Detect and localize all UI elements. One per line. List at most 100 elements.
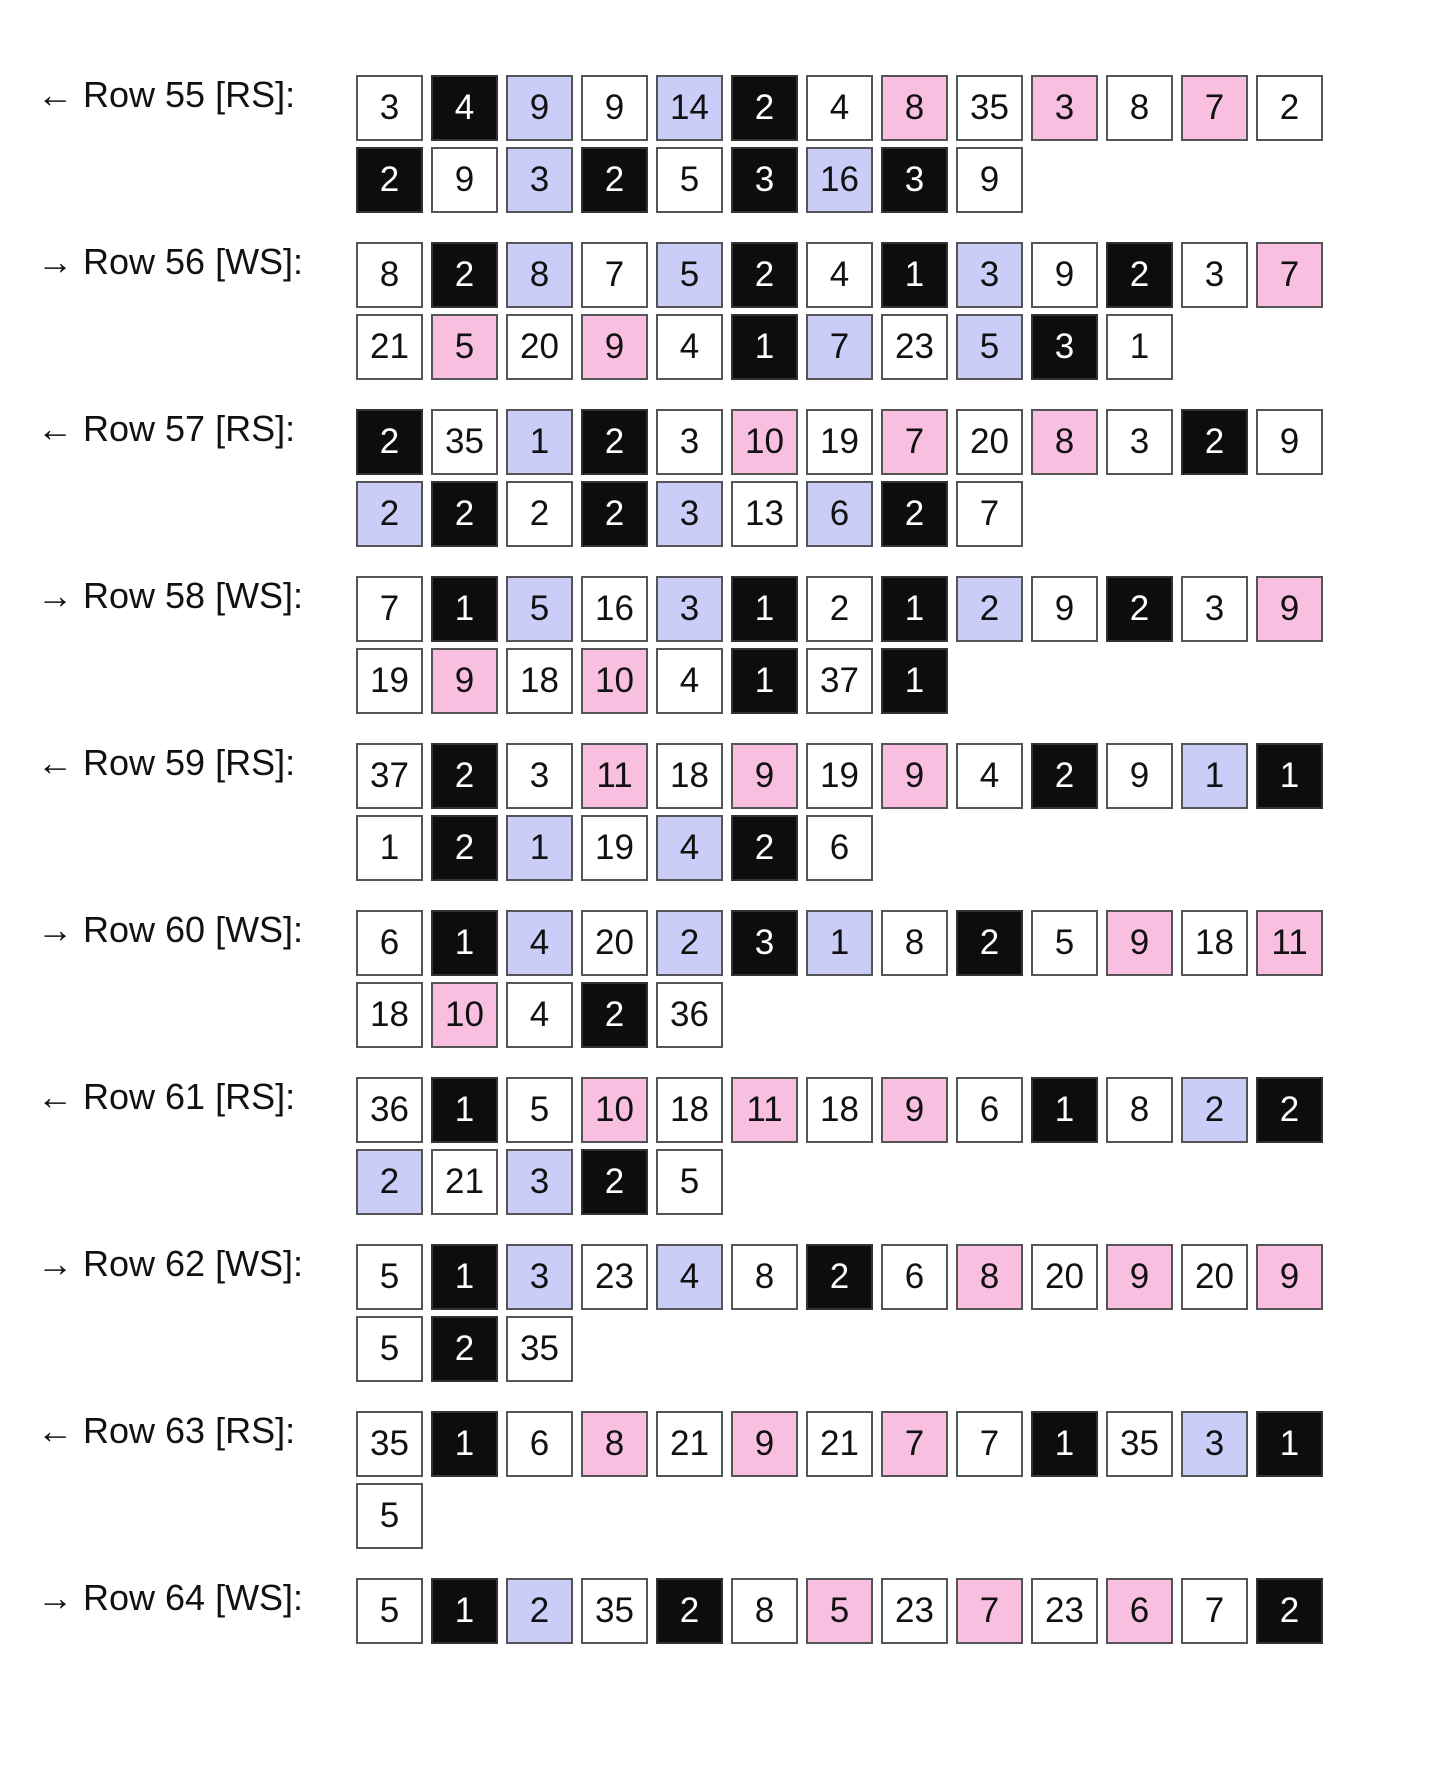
stitch-cell: 16 xyxy=(581,576,648,642)
stitch-cell: 8 xyxy=(356,242,423,308)
stitch-cell: 8 xyxy=(1106,1077,1173,1143)
stitch-cell: 5 xyxy=(356,1483,423,1549)
stitch-cell: 35 xyxy=(581,1578,648,1644)
stitch-cell: 1 xyxy=(431,576,498,642)
stitch-cell: 2 xyxy=(431,481,498,547)
stitch-cell: 2 xyxy=(731,242,798,308)
stitch-cell: 21 xyxy=(806,1411,873,1477)
stitch-cell: 3 xyxy=(1106,409,1173,475)
stitch-cell: 9 xyxy=(431,147,498,213)
stitch-cell: 1 xyxy=(356,815,423,881)
stitch-cells: 35 1 6 8 21 9 21 7 7 1 35 3 1 5 xyxy=(356,1411,1376,1549)
stitch-cell: 20 xyxy=(956,409,1023,475)
stitch-cell: 3 xyxy=(731,147,798,213)
stitch-cell: 7 xyxy=(881,1411,948,1477)
stitch-cell: 23 xyxy=(1031,1578,1098,1644)
stitch-cell: 1 xyxy=(1256,743,1323,809)
stitch-cell: 21 xyxy=(656,1411,723,1477)
row-label: → Row 64 [WS]: xyxy=(37,1577,304,1618)
stitch-cell: 7 xyxy=(806,314,873,380)
stitch-cell: 2 xyxy=(1106,242,1173,308)
stitch-cell: 3 xyxy=(506,743,573,809)
stitch-cell: 1 xyxy=(881,576,948,642)
stitch-cell: 1 xyxy=(431,1077,498,1143)
stitch-cell: 2 xyxy=(1256,75,1323,141)
stitch-cell: 2 xyxy=(956,576,1023,642)
stitch-cell: 2 xyxy=(356,409,423,475)
stitch-cell: 8 xyxy=(881,910,948,976)
stitch-cell: 2 xyxy=(581,147,648,213)
stitch-cells: 3 4 9 9 14 2 4 8 35 3 8 7 2 2 9 3 2 5 3 16 3 9 xyxy=(356,75,1376,213)
stitch-cell: 2 xyxy=(1031,743,1098,809)
stitch-cell: 7 xyxy=(881,409,948,475)
stitch-cell: 1 xyxy=(1181,743,1248,809)
stitch-cell: 9 xyxy=(1256,409,1323,475)
stitch-cell: 19 xyxy=(356,648,423,714)
stitch-cell: 2 xyxy=(356,481,423,547)
stitch-cell: 7 xyxy=(1256,242,1323,308)
row-label: ← Row 55 [RS]: xyxy=(37,74,296,115)
stitch-cell: 35 xyxy=(506,1316,573,1382)
stitch-cell: 37 xyxy=(356,743,423,809)
stitch-cell: 3 xyxy=(1181,576,1248,642)
stitch-cell: 1 xyxy=(806,910,873,976)
stitch-cell: 20 xyxy=(1031,1244,1098,1310)
stitch-cell: 8 xyxy=(881,75,948,141)
stitch-cell: 2 xyxy=(431,815,498,881)
stitch-cell: 1 xyxy=(881,648,948,714)
stitch-cell: 4 xyxy=(656,314,723,380)
stitch-cell: 3 xyxy=(656,481,723,547)
stitch-cell: 1 xyxy=(431,910,498,976)
stitch-cell: 1 xyxy=(431,1578,498,1644)
stitch-cell: 23 xyxy=(881,1578,948,1644)
stitch-cell: 10 xyxy=(581,648,648,714)
stitch-cell: 2 xyxy=(356,147,423,213)
stitch-cell: 18 xyxy=(656,743,723,809)
row-label: ← Row 63 [RS]: xyxy=(37,1410,296,1451)
stitch-cell: 2 xyxy=(731,75,798,141)
stitch-cell: 9 xyxy=(506,75,573,141)
stitch-cell: 1 xyxy=(1256,1411,1323,1477)
stitch-cell: 9 xyxy=(581,75,648,141)
stitch-cell: 2 xyxy=(506,1578,573,1644)
stitch-cell: 21 xyxy=(356,314,423,380)
stitch-cell: 1 xyxy=(1031,1411,1098,1477)
stitch-cell: 5 xyxy=(356,1244,423,1310)
stitch-cell: 11 xyxy=(581,743,648,809)
stitch-cell: 7 xyxy=(956,481,1023,547)
stitch-cell: 1 xyxy=(731,576,798,642)
stitch-cell: 10 xyxy=(731,409,798,475)
stitch-cell: 5 xyxy=(356,1578,423,1644)
stitch-cell: 3 xyxy=(356,75,423,141)
stitch-cell: 9 xyxy=(1031,576,1098,642)
stitch-cell: 20 xyxy=(1181,1244,1248,1310)
stitch-cell: 4 xyxy=(806,242,873,308)
stitch-cell: 8 xyxy=(581,1411,648,1477)
stitch-cells: 37 2 3 11 18 9 19 9 4 2 9 1 1 1 2 1 19 4 2 6 xyxy=(356,743,1376,881)
stitch-cell: 6 xyxy=(356,910,423,976)
stitch-cell: 3 xyxy=(656,576,723,642)
stitch-cell: 2 xyxy=(956,910,1023,976)
stitch-cell: 36 xyxy=(356,1077,423,1143)
stitch-cell: 2 xyxy=(1181,409,1248,475)
stitch-cells: 2 35 1 2 3 10 19 7 20 8 3 2 9 2 2 2 2 3 13 6 2 7 xyxy=(356,409,1376,547)
stitch-cell: 7 xyxy=(956,1411,1023,1477)
stitch-cell: 35 xyxy=(356,1411,423,1477)
stitch-cell: 4 xyxy=(506,982,573,1048)
stitch-cells: 8 2 8 7 5 2 4 1 3 9 2 3 7 21 5 20 9 4 1 7 23 5 3 1 xyxy=(356,242,1376,380)
stitch-cell: 2 xyxy=(581,409,648,475)
stitch-cell: 35 xyxy=(431,409,498,475)
stitch-cell: 35 xyxy=(1106,1411,1173,1477)
stitch-cell: 18 xyxy=(356,982,423,1048)
stitch-cells: 6 1 4 20 2 3 1 8 2 5 9 18 11 18 10 4 2 36 xyxy=(356,910,1376,1048)
stitch-cell: 35 xyxy=(956,75,1023,141)
stitch-cell: 9 xyxy=(881,1077,948,1143)
stitch-cell: 1 xyxy=(881,242,948,308)
stitch-cell: 5 xyxy=(656,1149,723,1215)
stitch-cell: 7 xyxy=(356,576,423,642)
stitch-cell: 7 xyxy=(1181,75,1248,141)
stitch-cell: 4 xyxy=(431,75,498,141)
row-label: → Row 56 [WS]: xyxy=(37,241,304,282)
stitch-cell: 1 xyxy=(431,1244,498,1310)
stitch-cell: 2 xyxy=(806,576,873,642)
